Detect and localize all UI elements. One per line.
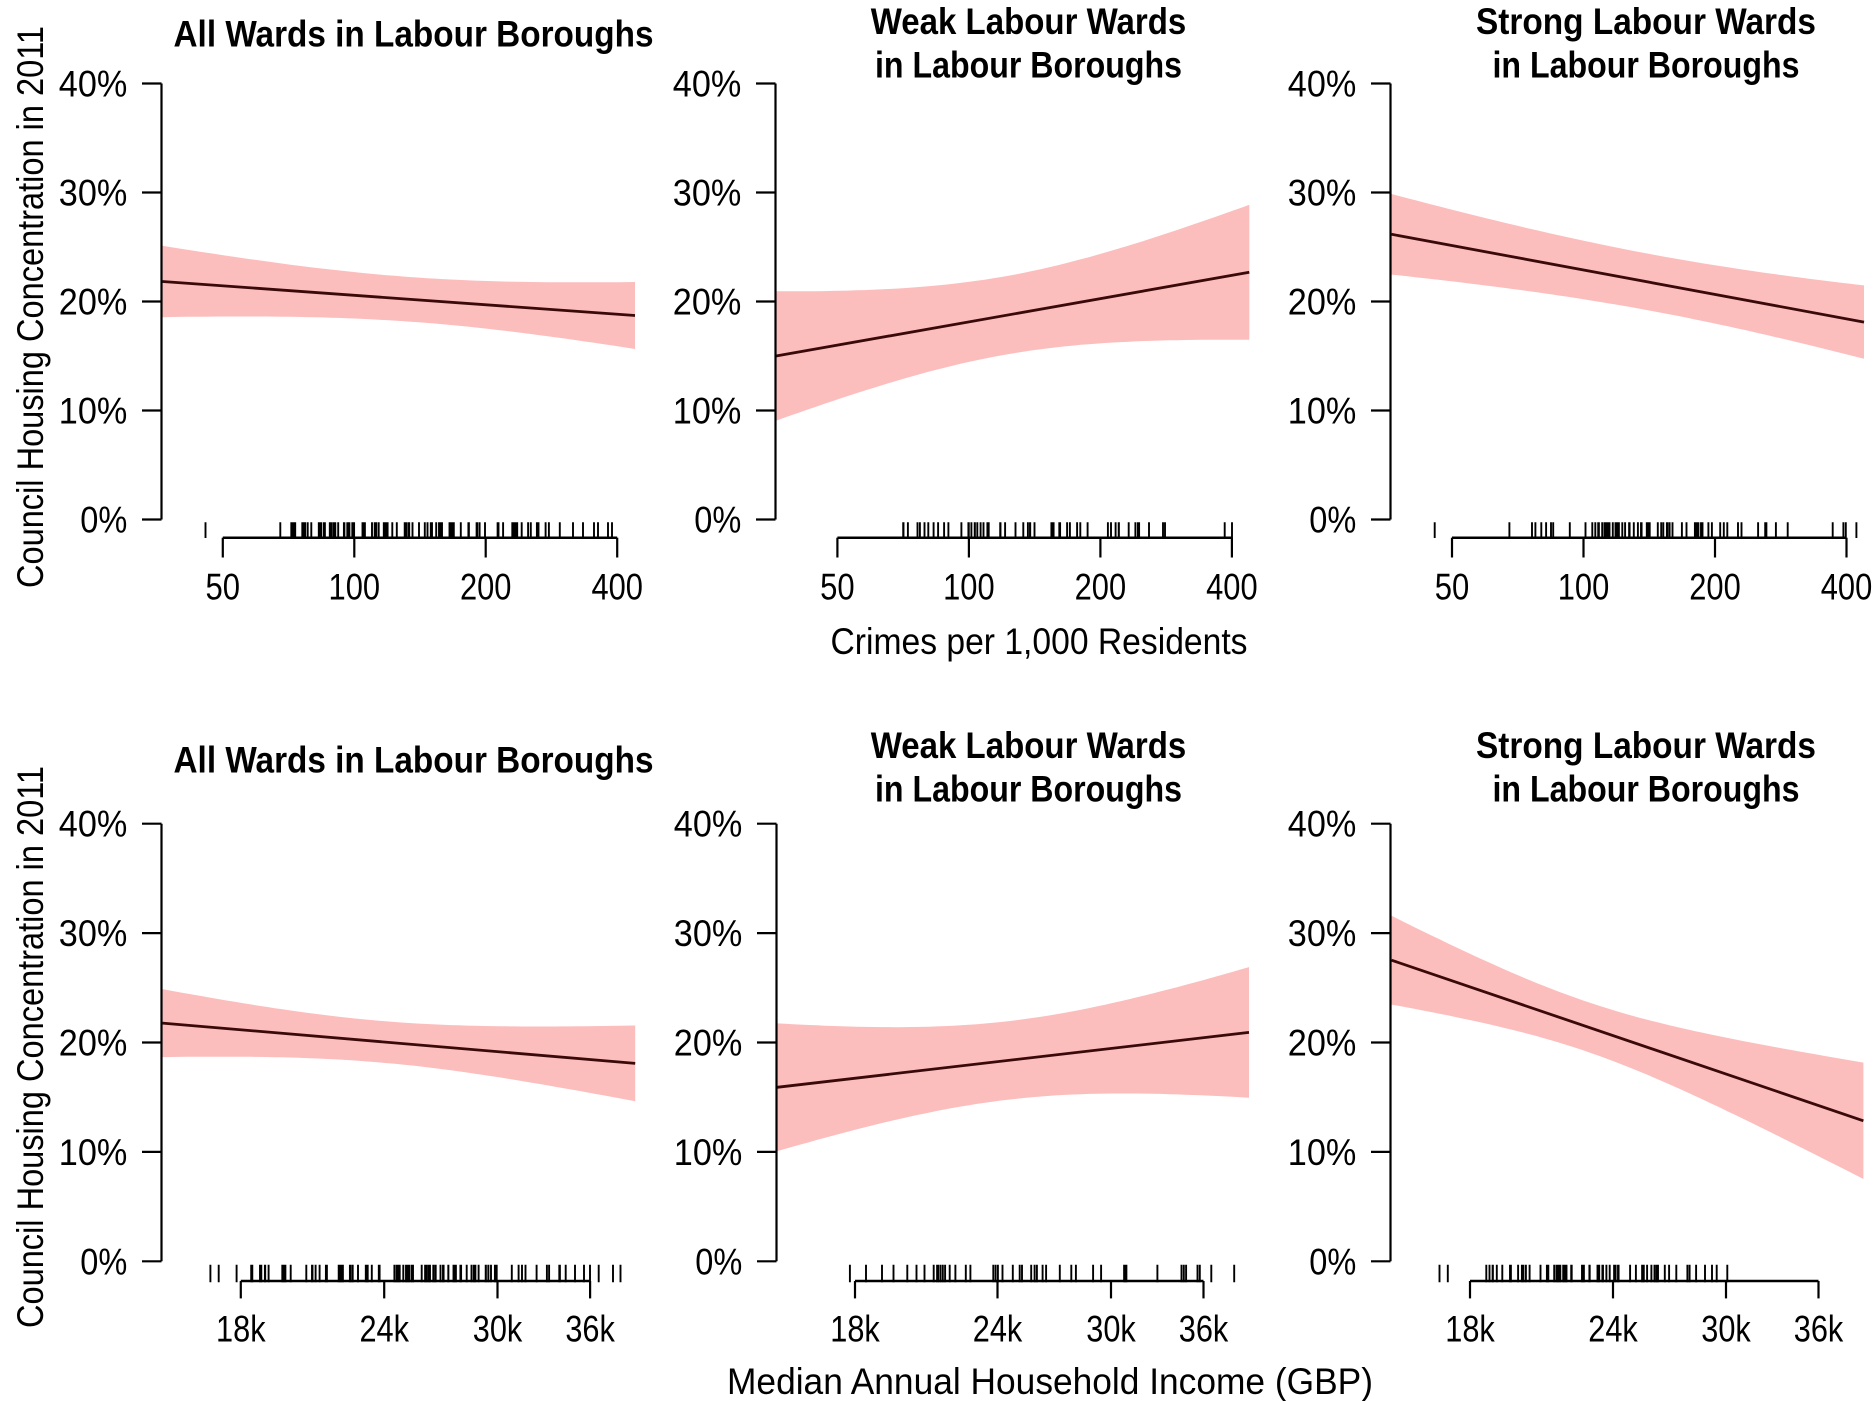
svg-text:24k: 24k <box>973 1309 1023 1350</box>
svg-text:in Labour Boroughs: in Labour Boroughs <box>875 769 1182 810</box>
svg-text:20%: 20% <box>59 282 128 323</box>
svg-text:0%: 0% <box>80 500 127 541</box>
svg-text:10%: 10% <box>59 391 128 432</box>
svg-text:40%: 40% <box>673 64 742 105</box>
svg-text:200: 200 <box>1689 567 1741 608</box>
svg-text:50: 50 <box>820 567 855 608</box>
svg-text:40%: 40% <box>674 804 743 845</box>
svg-text:18k: 18k <box>216 1309 266 1350</box>
svg-text:Council Housing Concentration: Council Housing Concentration in 2011 <box>10 26 51 588</box>
svg-text:in Labour Boroughs: in Labour Boroughs <box>1493 45 1800 86</box>
svg-text:10%: 10% <box>1288 391 1357 432</box>
svg-text:30%: 30% <box>59 173 128 214</box>
svg-text:0%: 0% <box>80 1241 127 1282</box>
svg-text:20%: 20% <box>673 282 742 323</box>
svg-text:30%: 30% <box>673 173 742 214</box>
svg-text:40%: 40% <box>59 804 128 845</box>
svg-text:Crimes per 1,000 Residents: Crimes per 1,000 Residents <box>831 621 1248 662</box>
svg-text:30%: 30% <box>674 913 743 954</box>
svg-text:40%: 40% <box>59 64 128 105</box>
svg-text:400: 400 <box>1821 567 1873 608</box>
svg-text:30k: 30k <box>1701 1309 1751 1350</box>
svg-text:200: 200 <box>460 567 512 608</box>
svg-text:0%: 0% <box>1309 500 1356 541</box>
svg-text:30k: 30k <box>473 1309 523 1350</box>
svg-text:Strong Labour Wards: Strong Labour Wards <box>1476 1 1816 42</box>
svg-text:Weak Labour Wards: Weak Labour Wards <box>871 725 1187 766</box>
svg-text:30k: 30k <box>1086 1309 1136 1350</box>
svg-text:18k: 18k <box>1445 1309 1495 1350</box>
svg-text:50: 50 <box>1435 567 1470 608</box>
svg-text:0%: 0% <box>1309 1241 1356 1282</box>
svg-text:36k: 36k <box>565 1309 615 1350</box>
svg-text:20%: 20% <box>674 1023 743 1064</box>
svg-text:10%: 10% <box>673 391 742 432</box>
svg-text:400: 400 <box>1206 567 1258 608</box>
svg-text:400: 400 <box>591 567 643 608</box>
svg-text:24k: 24k <box>359 1309 409 1350</box>
svg-text:24k: 24k <box>1588 1309 1638 1350</box>
svg-text:0%: 0% <box>695 1241 742 1282</box>
svg-text:20%: 20% <box>1288 282 1357 323</box>
svg-text:Median Annual Household Income: Median Annual Household Income (GBP) <box>727 1361 1373 1401</box>
svg-text:10%: 10% <box>59 1132 128 1173</box>
svg-text:20%: 20% <box>1288 1023 1357 1064</box>
svg-text:18k: 18k <box>830 1309 880 1350</box>
svg-text:30%: 30% <box>1288 913 1357 954</box>
svg-text:30%: 30% <box>59 913 128 954</box>
svg-text:20%: 20% <box>59 1023 128 1064</box>
svg-text:100: 100 <box>1558 567 1610 608</box>
svg-text:Weak Labour Wards: Weak Labour Wards <box>871 1 1187 42</box>
svg-text:100: 100 <box>943 567 995 608</box>
svg-text:100: 100 <box>329 567 381 608</box>
svg-text:Strong Labour Wards: Strong Labour Wards <box>1476 725 1816 766</box>
svg-text:in Labour Boroughs: in Labour Boroughs <box>875 45 1182 86</box>
svg-text:All Wards in Labour Boroughs: All Wards in Labour Boroughs <box>174 740 654 781</box>
svg-text:All Wards in Labour Boroughs: All Wards in Labour Boroughs <box>174 14 654 55</box>
svg-text:Council Housing Concentration: Council Housing Concentration in 2011 <box>10 766 51 1328</box>
svg-text:40%: 40% <box>1288 804 1357 845</box>
svg-text:30%: 30% <box>1288 173 1357 214</box>
svg-text:40%: 40% <box>1288 64 1357 105</box>
svg-text:200: 200 <box>1075 567 1127 608</box>
svg-text:0%: 0% <box>694 500 741 541</box>
svg-text:36k: 36k <box>1179 1309 1229 1350</box>
svg-text:50: 50 <box>206 567 241 608</box>
svg-text:36k: 36k <box>1794 1309 1844 1350</box>
svg-text:10%: 10% <box>674 1132 743 1173</box>
svg-text:10%: 10% <box>1288 1132 1357 1173</box>
svg-text:in Labour Boroughs: in Labour Boroughs <box>1493 769 1800 810</box>
